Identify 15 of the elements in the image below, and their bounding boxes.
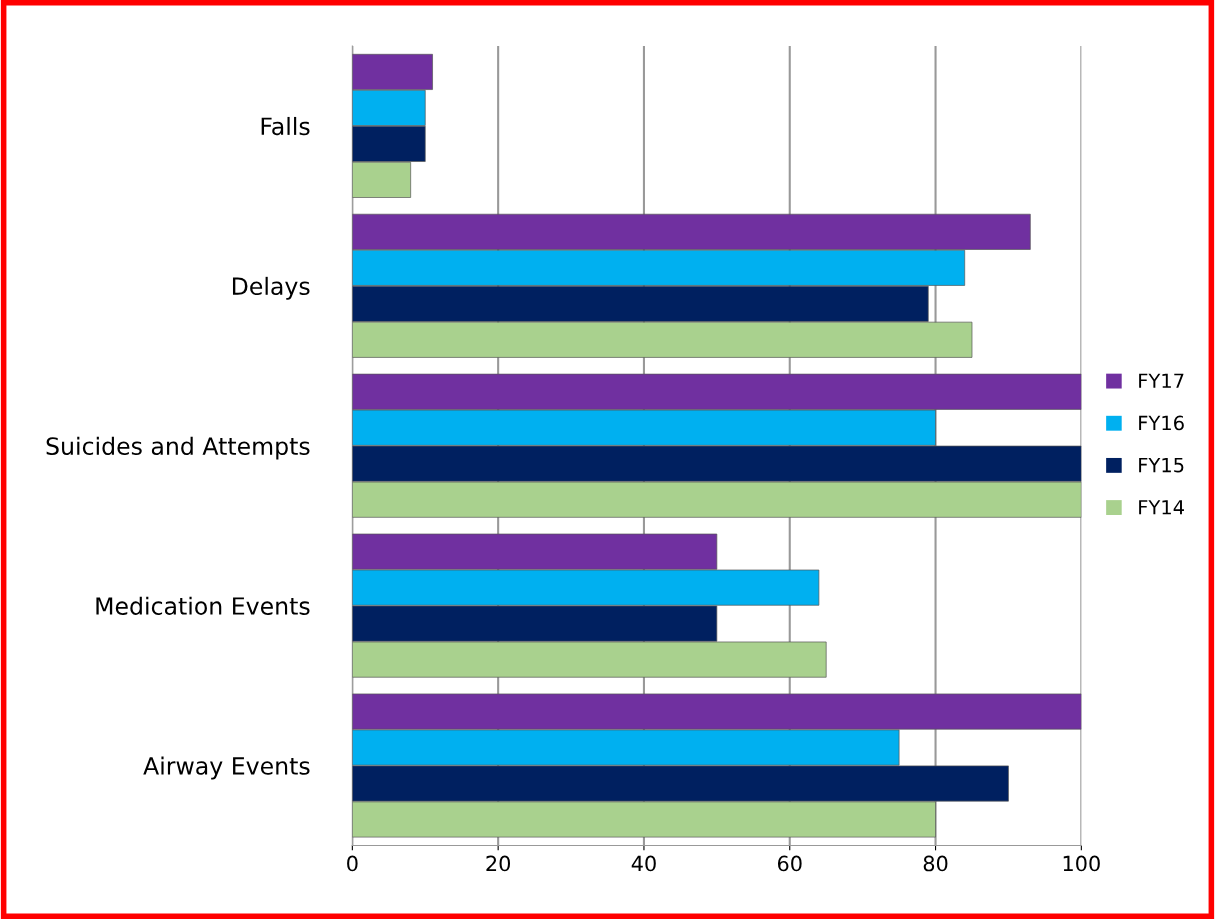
y-tick-label: Falls xyxy=(261,116,310,136)
x-tick-label: 60 xyxy=(777,855,802,872)
x-tick-label: 0 xyxy=(347,855,358,872)
x-tick-label: 80 xyxy=(923,855,948,872)
legend-label: FY14 xyxy=(1139,500,1184,515)
y-tick-label: Medication Events xyxy=(96,596,310,615)
x-tick-label: 100 xyxy=(1063,855,1100,872)
y-tick-label: Airway Events xyxy=(143,756,310,780)
x-tick-label: 20 xyxy=(486,855,511,872)
x-tick-label: 40 xyxy=(631,855,656,872)
legend-label: FY16 xyxy=(1139,415,1184,431)
legend-label: FY17 xyxy=(1139,373,1184,388)
y-tick-label: Delays xyxy=(232,276,310,300)
legend-label: FY15 xyxy=(1139,457,1184,473)
y-tick-label: Suicides and Attempts xyxy=(46,436,310,460)
